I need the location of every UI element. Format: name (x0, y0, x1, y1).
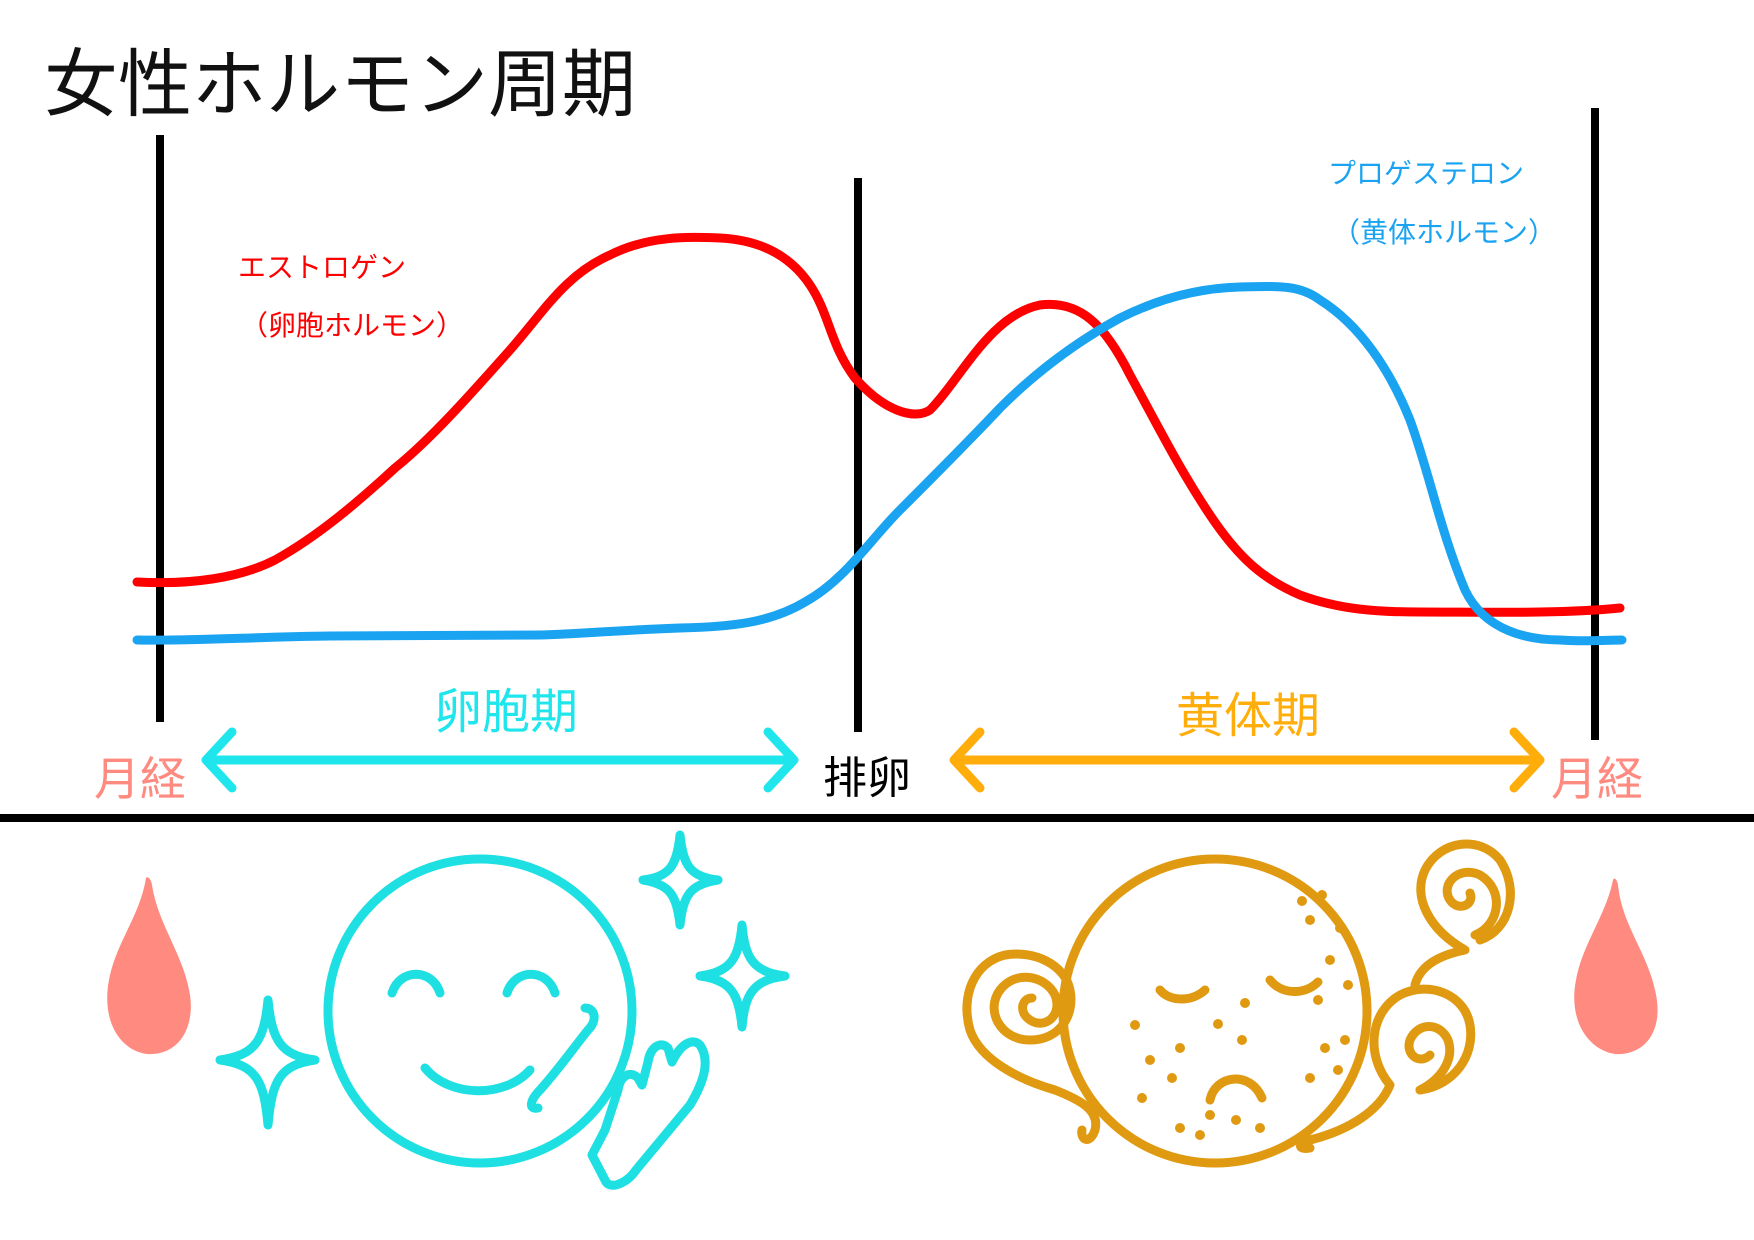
luteal-phase-label: 黄体期 (1176, 688, 1320, 744)
luteal-phase-arrow (949, 727, 1545, 793)
face-spots (1130, 890, 1353, 1140)
blood-drop-icon (107, 877, 191, 1055)
estrogen-alias-label: （卵胞ホルモン） (240, 309, 464, 342)
menstruation-end-label: 月経 (1551, 752, 1643, 806)
progesterone-label: プロゲステロン (1328, 157, 1524, 190)
progesterone-alias-label: （黄体ホルモン） (1332, 216, 1556, 249)
follicular-phase-label: 卵胞期 (434, 684, 578, 740)
progesterone-curve (132, 282, 1627, 646)
happy-sparkle-face-icon (215, 830, 790, 1190)
estrogen-curve (132, 232, 1625, 617)
tired-spotty-face-icon (962, 839, 1515, 1168)
blood-drop-icon (1574, 878, 1658, 1055)
estrogen-label: エストロゲン (238, 251, 406, 284)
ovulation-label: 排卵 (823, 753, 911, 804)
follicular-phase-arrow (201, 727, 799, 793)
menstruation-start-label: 月経 (94, 752, 186, 806)
page-title: 女性ホルモン周期 (44, 42, 636, 128)
